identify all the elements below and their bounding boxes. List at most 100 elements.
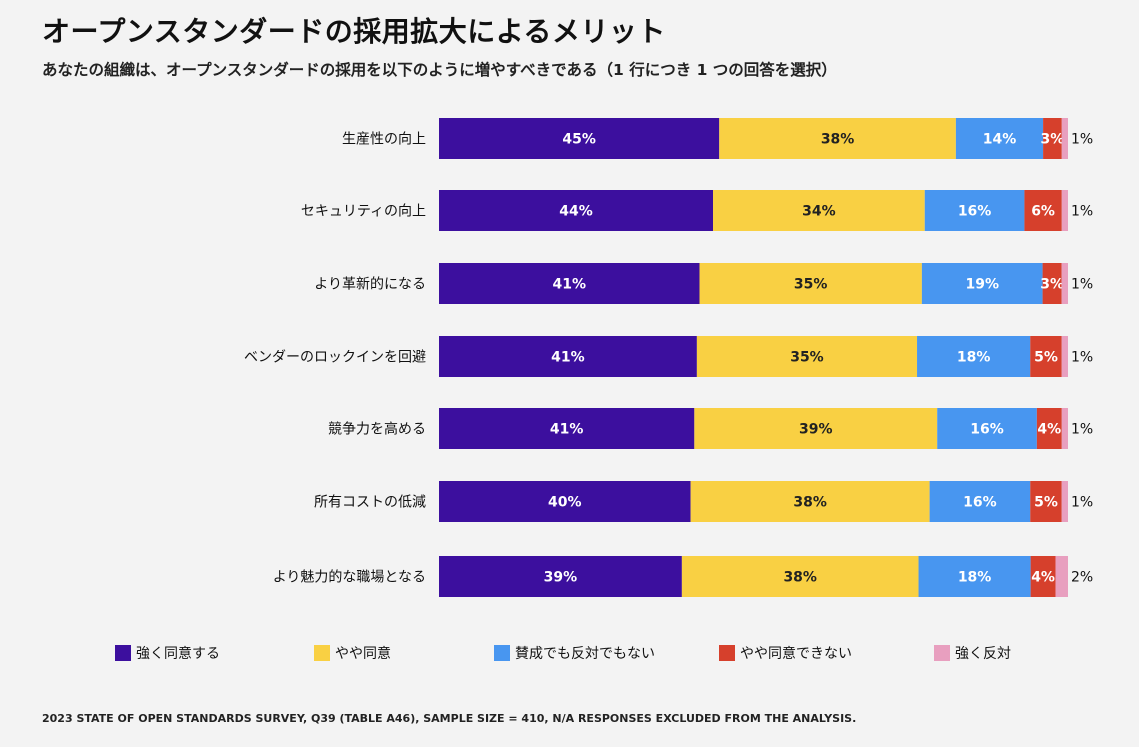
- bar-row: セキュリティの向上 44% 34% 16% 6% 1%: [301, 190, 1093, 231]
- data-label: 6%: [1031, 204, 1055, 220]
- chart-subtitle: あなたの組織は、オープンスタンダードの採用を以下のように増やすべきである（1 行…: [42, 61, 837, 79]
- data-label: 38%: [793, 495, 827, 511]
- bar-segment-somewhat-agree: [719, 118, 956, 159]
- data-label: 1%: [1071, 422, 1093, 438]
- bar-segment-strongly-disagree: [1061, 481, 1068, 522]
- bar-row: 生産性の向上 45% 38% 14% 3% 1%: [342, 118, 1093, 159]
- data-label: 39%: [544, 570, 578, 586]
- data-label: 2%: [1071, 570, 1093, 586]
- data-label: 39%: [799, 422, 833, 438]
- data-label: 35%: [794, 277, 828, 293]
- data-label: 18%: [958, 570, 992, 586]
- bar-segment-strongly-disagree: [1061, 118, 1068, 159]
- data-label: 45%: [562, 132, 596, 148]
- data-label: 38%: [821, 132, 855, 148]
- bar-segment-neutral: [924, 190, 1025, 231]
- legend: 強く同意する やや同意 賛成でも反対でもない やや同意できない 強く反対: [0, 643, 1139, 663]
- bar-segment-somewhat-agree: [699, 263, 922, 304]
- data-label: 14%: [983, 132, 1017, 148]
- data-label: 18%: [957, 350, 991, 366]
- bar-segment-strongly-agree: [439, 481, 691, 522]
- legend-swatch: [115, 645, 131, 661]
- bar-row: ベンダーのロックインを回避 41% 35% 18% 5% 1%: [244, 336, 1093, 377]
- bar-segment-strongly-disagree: [1061, 408, 1068, 449]
- bar-segment-neutral: [929, 481, 1031, 522]
- data-label: 19%: [965, 277, 999, 293]
- legend-swatch: [314, 645, 330, 661]
- bar-segment-somewhat-agree: [696, 336, 918, 377]
- category-label: ベンダーのロックインを回避: [244, 350, 426, 366]
- bar-segment-strongly-disagree: [1061, 190, 1068, 231]
- category-label: より魅力的な職場となる: [273, 570, 426, 586]
- legend-label: 賛成でも反対でもない: [515, 646, 655, 662]
- data-label: 16%: [958, 204, 992, 220]
- data-label: 34%: [802, 204, 836, 220]
- legend-item-strongly-agree: 強く同意する: [115, 643, 220, 663]
- legend-label: やや同意: [335, 646, 391, 662]
- bar-row: 所有コストの低減 40% 38% 16% 5% 1%: [314, 481, 1093, 522]
- bar-segment-neutral: [955, 118, 1044, 159]
- legend-item-neutral: 賛成でも反対でもない: [494, 643, 655, 663]
- bar-segment-strongly-agree: [439, 556, 682, 597]
- data-label: 1%: [1071, 350, 1093, 366]
- category-label: 所有コストの低減: [314, 494, 426, 511]
- bar-segment-neutral: [917, 336, 1031, 377]
- data-label: 1%: [1071, 132, 1093, 148]
- data-label: 4%: [1031, 570, 1055, 586]
- category-label: セキュリティの向上: [301, 204, 426, 220]
- data-label: 38%: [783, 570, 817, 586]
- data-label: 16%: [963, 495, 997, 511]
- bar-segment-strongly-disagree: [1061, 336, 1068, 377]
- data-label: 3%: [1040, 277, 1064, 293]
- chart-title: オープンスタンダードの採用拡大によるメリット: [42, 15, 666, 48]
- bar-segment-strongly-disagree: [1061, 263, 1068, 304]
- legend-label: やや同意できない: [740, 646, 852, 662]
- data-label: 35%: [790, 350, 824, 366]
- legend-item-strongly-disagree: 強く反対: [934, 643, 1011, 663]
- bar-segment-strongly-agree: [439, 408, 695, 449]
- bar-segment-somewhat-disagree: [1036, 408, 1062, 449]
- bar-segment-somewhat-agree: [681, 556, 919, 597]
- bar-segment-strongly-agree: [439, 336, 697, 377]
- bar-row: より魅力的な職場となる 39% 38% 18% 4% 2%: [273, 556, 1093, 597]
- legend-swatch: [719, 645, 735, 661]
- data-label: 1%: [1071, 277, 1093, 293]
- bar-row: 競争力を高める 41% 39% 16% 4% 1%: [328, 408, 1093, 449]
- data-label: 1%: [1071, 204, 1093, 220]
- bar-segment-somewhat-disagree: [1030, 556, 1056, 597]
- category-label: 競争力を高める: [328, 421, 426, 438]
- bar-segment-somewhat-agree: [694, 408, 938, 449]
- bar-segment-somewhat-agree: [713, 190, 925, 231]
- bar-segment-strongly-disagree: [1055, 556, 1068, 597]
- footnote: 2023 STATE OF OPEN STANDARDS SURVEY, Q39…: [42, 712, 857, 725]
- data-label: 40%: [548, 495, 582, 511]
- data-label: 3%: [1041, 132, 1065, 148]
- bar-segment-somewhat-disagree: [1030, 336, 1062, 377]
- data-label: 4%: [1037, 422, 1061, 438]
- data-label: 41%: [552, 277, 586, 293]
- legend-swatch: [934, 645, 950, 661]
- legend-label: 強く反対: [955, 646, 1011, 662]
- stacked-bar-chart: 生産性の向上 45% 38% 14% 3% 1% セキュリティの向上 44% 34% 16% 6% 1…: [244, 118, 1093, 597]
- bar-segment-strongly-agree: [439, 263, 700, 304]
- data-label: 41%: [550, 422, 584, 438]
- data-label: 16%: [970, 422, 1004, 438]
- bar-segment-neutral: [918, 556, 1031, 597]
- bar-segment-somewhat-disagree: [1043, 118, 1062, 159]
- legend-label: 強く同意する: [136, 646, 220, 662]
- data-label: 5%: [1034, 350, 1058, 366]
- bar-segment-somewhat-disagree: [1042, 263, 1062, 304]
- category-label: より革新的になる: [314, 277, 426, 293]
- bar-segment-somewhat-disagree: [1024, 190, 1062, 231]
- bar-segment-strongly-agree: [439, 190, 714, 231]
- bar-segment-strongly-agree: [439, 118, 720, 159]
- category-label: 生産性の向上: [342, 132, 426, 148]
- bar-segment-somewhat-disagree: [1030, 481, 1062, 522]
- bar-row: より革新的になる 41% 35% 19% 3% 1%: [314, 263, 1093, 304]
- legend-item-somewhat-agree: やや同意: [314, 643, 391, 663]
- bar-segment-neutral: [921, 263, 1043, 304]
- data-label: 5%: [1034, 495, 1058, 511]
- bar-segment-somewhat-agree: [690, 481, 930, 522]
- legend-swatch: [494, 645, 510, 661]
- data-label: 1%: [1071, 495, 1093, 511]
